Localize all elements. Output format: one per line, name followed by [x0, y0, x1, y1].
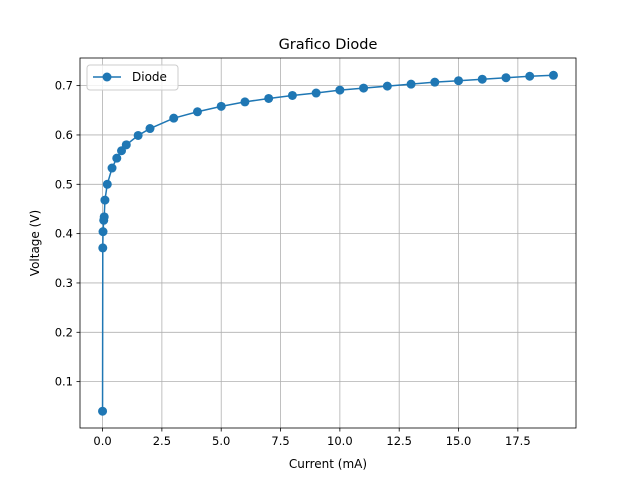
- data-point: [501, 73, 511, 83]
- legend-label: Diode: [132, 70, 167, 84]
- x-axis-label: Current (mA): [289, 457, 367, 471]
- data-point: [287, 90, 297, 100]
- legend: Diode: [86, 64, 179, 91]
- x-tick-label: 7.5: [271, 434, 289, 448]
- y-tick-label: 0.1: [55, 375, 73, 389]
- y-tick-label: 0.6: [55, 128, 73, 142]
- y-axis-label: Voltage (V): [28, 210, 42, 276]
- plot-series: [98, 70, 558, 416]
- data-point: [359, 83, 369, 93]
- chart-title: Grafico Diode: [279, 37, 378, 53]
- data-point: [477, 74, 487, 84]
- data-point: [99, 212, 109, 222]
- data-point: [98, 406, 108, 416]
- data-point: [382, 81, 392, 91]
- y-tick-label: 0.7: [55, 79, 73, 93]
- x-tick-label: 2.5: [153, 434, 171, 448]
- x-tick-label: 12.5: [386, 434, 412, 448]
- x-axis-ticks: 0.0 2.5 5.0 7.5 10.0 12.5 15.0 17.5: [93, 428, 531, 448]
- grid: [80, 58, 576, 428]
- data-point: [102, 179, 112, 189]
- x-tick-label: 5.0: [212, 434, 230, 448]
- plot-frame: [79, 57, 577, 429]
- data-point: [525, 71, 535, 81]
- y-tick-label: 0.5: [55, 177, 73, 191]
- data-point: [121, 140, 131, 150]
- data-point: [311, 88, 321, 98]
- data-point: [548, 70, 558, 80]
- x-tick-label: 15.0: [446, 434, 472, 448]
- data-point: [240, 97, 250, 107]
- legend-box: [86, 64, 179, 91]
- y-axis-ticks: 0.1 0.2 0.3 0.4 0.5 0.6 0.7: [55, 79, 80, 389]
- data-point: [112, 153, 122, 163]
- x-tick-label: 17.5: [505, 434, 531, 448]
- y-tick-label: 0.3: [55, 276, 73, 290]
- data-point: [107, 163, 117, 173]
- legend-marker: [102, 72, 112, 82]
- y-tick-label: 0.4: [55, 227, 73, 241]
- data-point: [192, 107, 202, 117]
- data-point: [406, 79, 416, 89]
- data-point: [145, 124, 155, 134]
- data-point: [133, 130, 143, 140]
- data-point: [169, 113, 179, 123]
- data-point: [98, 227, 108, 237]
- data-point: [100, 195, 110, 205]
- x-tick-label: 0.0: [93, 434, 111, 448]
- data-point: [335, 85, 345, 95]
- data-point: [98, 243, 108, 253]
- data-point: [216, 101, 226, 111]
- x-tick-label: 10.0: [327, 434, 353, 448]
- data-point: [454, 76, 464, 86]
- data-point: [430, 77, 440, 87]
- data-point: [264, 93, 274, 103]
- y-tick-label: 0.2: [55, 325, 73, 339]
